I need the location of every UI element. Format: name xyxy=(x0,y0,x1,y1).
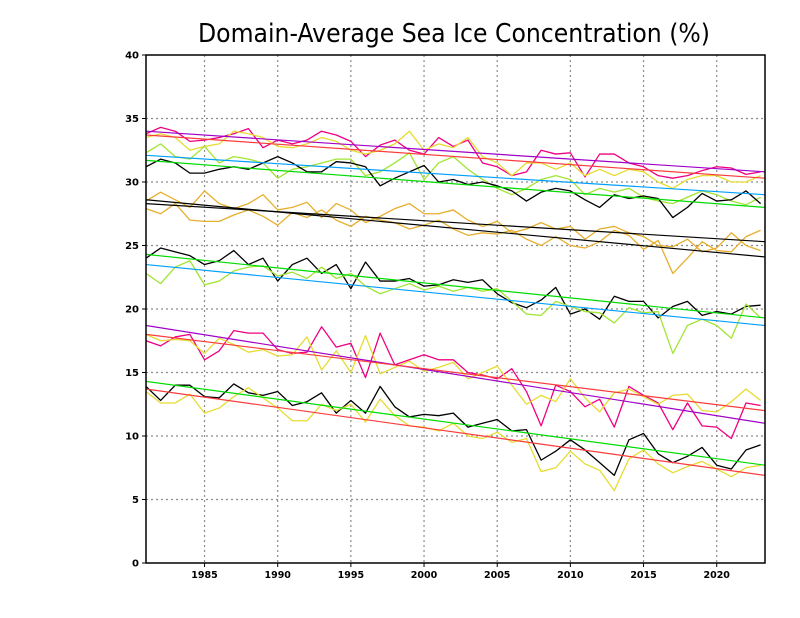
y-tick-label: 25 xyxy=(125,241,139,252)
y-axis: 0 5 10 15 20 25 30 35 40 xyxy=(125,51,146,570)
y-tick-label: 10 xyxy=(125,432,139,443)
series-line-4 xyxy=(146,155,762,219)
x-tick-label: 1990 xyxy=(264,570,291,581)
trend-line-1 xyxy=(146,134,765,179)
x-tick-label: 2010 xyxy=(557,570,584,581)
trend-line-5 xyxy=(146,199,765,258)
series-lines xyxy=(146,126,762,492)
series-line-1 xyxy=(146,126,761,179)
series-line-9 xyxy=(146,326,761,440)
series-line-5 xyxy=(146,190,761,253)
x-tick-label: 2000 xyxy=(411,570,438,581)
y-tick-label: 40 xyxy=(125,51,139,62)
trend-line-4 xyxy=(146,159,765,208)
x-tick-label: 1995 xyxy=(338,570,364,581)
y-tick-label: 35 xyxy=(125,114,139,125)
x-tick-label: 2020 xyxy=(703,570,730,581)
trend-line-11 xyxy=(146,380,765,466)
y-tick-label: 30 xyxy=(125,178,139,189)
series-line-8 xyxy=(146,260,762,355)
trend-lines xyxy=(146,130,765,476)
y-tick-label: 20 xyxy=(125,305,139,316)
x-tick-label: 1985 xyxy=(191,570,217,581)
x-tick-label: 2005 xyxy=(484,570,510,581)
chart-title: Domain-Average Sea Ice Concentration (%) xyxy=(198,19,710,49)
y-tick-label: 5 xyxy=(132,495,139,506)
trend-line-12 xyxy=(146,388,765,476)
trend-line-9 xyxy=(146,324,765,424)
y-tick-label: 15 xyxy=(125,368,139,379)
trend-line-8 xyxy=(146,263,765,327)
series-line-11 xyxy=(146,383,761,477)
series-line-10 xyxy=(146,333,762,413)
trend-line-3 xyxy=(146,154,765,196)
x-tick-label: 2015 xyxy=(630,570,656,581)
series-line-2 xyxy=(146,130,761,190)
trend-line-6 xyxy=(146,202,765,243)
trend-line-2 xyxy=(146,130,765,173)
trend-line-10 xyxy=(146,333,765,412)
x-axis: 1985 1990 1995 2000 2005 2010 2015 2020 xyxy=(191,563,730,581)
trend-line-7 xyxy=(146,253,765,319)
y-tick-label: 0 xyxy=(132,559,139,570)
